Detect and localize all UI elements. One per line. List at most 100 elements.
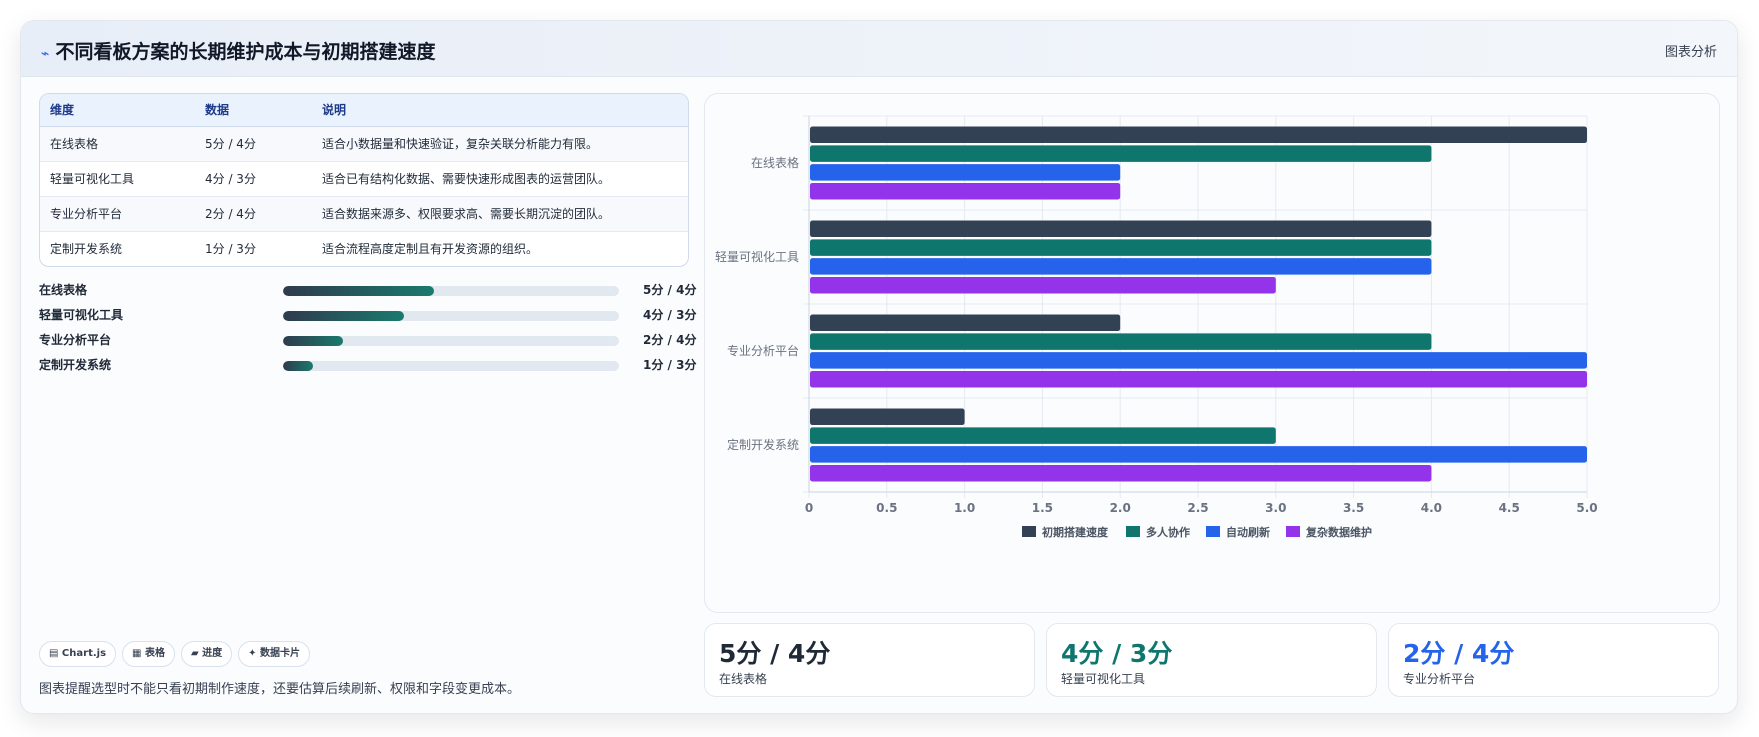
bar	[810, 446, 1587, 463]
progress-label: 定制开发系统	[39, 358, 112, 372]
x-tick-label: 3.0	[1265, 501, 1286, 515]
bar-chart: 0 0.5 1.0 1.5 2.0 2.5 3.0 3.5 4.0 4.5 5.0 在线表格轻量可视化…	[715, 115, 1598, 539]
progress-row: 定制开发系统 1分 / 3分	[39, 353, 696, 378]
legend-swatch	[1286, 526, 1300, 537]
chip-chartjs[interactable]: ▤ Chart.js	[39, 641, 117, 667]
progress-value: 2分 / 4分	[643, 333, 697, 347]
progress-value: 1分 / 3分	[643, 358, 697, 372]
chart-note: 图表提醒选型时不能只看初期制作速度，还要估算后续刷新、权限和字段变更成本。	[39, 682, 521, 697]
table-row: 定制开发系统 1分 / 3分 适合流程高度定制且有开发资源的组织。	[40, 231, 688, 266]
table-cell-data: 5分 / 4分	[195, 126, 312, 162]
table-cell-description: 适合数据来源多、权限要求高、需要长期沉淀的团队。	[312, 196, 688, 232]
progress-track	[283, 286, 619, 296]
bar	[810, 164, 1121, 181]
stat-label: 专业分析平台	[1403, 672, 1476, 686]
x-tick-label: 2.0	[1110, 501, 1131, 515]
x-tick-label: 1.5	[1032, 501, 1053, 515]
y-category-label: 在线表格	[751, 155, 799, 170]
table-header-row: 维度 数据 说明	[40, 94, 688, 127]
chart-icon: ⌁	[41, 46, 50, 62]
stat-value: 5分 / 4分	[719, 639, 831, 668]
bar	[810, 126, 1587, 144]
progress-fill	[283, 336, 344, 346]
bar	[810, 370, 1587, 388]
page-title: ⌁ 不同看板方案的长期维护成本与初期搭建速度	[41, 37, 435, 64]
progress-row: 在线表格 5分 / 4分	[39, 278, 696, 303]
table-row: 轻量可视化工具 4分 / 3分 适合已有结构化数据、需要快速形成图表的运营团队。	[40, 161, 688, 197]
bar	[810, 314, 1121, 332]
progress-fill	[283, 311, 404, 321]
bar	[810, 220, 1432, 238]
legend-label: 初期搭建速度	[1042, 525, 1109, 539]
progress-value: 4分 / 3分	[643, 308, 697, 322]
bar	[810, 352, 1587, 369]
legend-swatch	[1126, 526, 1140, 537]
legend-label: 自动刷新	[1226, 525, 1270, 539]
table-cell-dimension: 定制开发系统	[50, 242, 123, 257]
progress-label: 轻量可视化工具	[39, 308, 124, 322]
stat-value: 4分 / 3分	[1061, 639, 1173, 668]
table-cell-description: 适合小数据量和快速验证，复杂关联分析能力有限。	[312, 126, 688, 162]
stat-card: 5分 / 4分 在线表格	[704, 623, 1035, 697]
chip-table[interactable]: ▦ 表格	[122, 641, 175, 667]
x-tick-label: 0	[805, 501, 813, 515]
progress-track	[283, 311, 619, 321]
bar	[810, 182, 1121, 200]
bar	[810, 239, 1432, 256]
table-header-data: 数据	[195, 94, 312, 127]
legend-swatch	[1022, 526, 1036, 537]
page-title-text: 不同看板方案的长期维护成本与初期搭建速度	[55, 41, 436, 63]
legend-swatch	[1206, 526, 1220, 537]
table-cell-description: 适合已有结构化数据、需要快速形成图表的运营团队。	[312, 161, 688, 197]
table-cell-dimension: 在线表格	[40, 126, 195, 162]
progress-label: 在线表格	[39, 283, 88, 297]
x-tick-label: 5.0	[1576, 501, 1597, 515]
table-cell-description: 适合流程高度定制且有开发资源的组织。	[322, 242, 539, 257]
bar	[810, 427, 1276, 444]
x-tick-label: 3.5	[1343, 501, 1364, 515]
table-cell-data: 1分 / 3分	[205, 242, 256, 257]
bar-chart-panel: 0 0.5 1.0 1.5 2.0 2.5 3.0 3.5 4.0 4.5 5.0 在线表格 轻量可视化…	[704, 93, 1720, 613]
progress-row: 轻量可视化工具 4分 / 3分	[39, 303, 696, 328]
y-category-label: 定制开发系统	[727, 437, 799, 452]
analysis-tag: 图表分析	[1664, 45, 1717, 60]
stat-card: 2分 / 4分 专业分析平台	[1388, 623, 1719, 697]
bar	[810, 464, 1432, 482]
table-header-dimension: 维度	[40, 94, 195, 127]
progress-row: 专业分析平台 2分 / 4分	[39, 328, 696, 353]
bar	[810, 408, 965, 426]
progress-fill	[283, 361, 314, 371]
x-tick-label: 1.0	[954, 501, 975, 515]
table-cell-data: 2分 / 4分	[195, 196, 312, 232]
progress-fill	[283, 286, 435, 296]
progress-label: 专业分析平台	[39, 333, 112, 347]
bar	[810, 333, 1432, 350]
feature-chips: ▤ Chart.js ▦ 表格 ▰ 进度 ✦ 数据卡片	[39, 641, 316, 667]
table-cell-dimension: 轻量可视化工具	[40, 161, 195, 197]
x-tick-label: 0.5	[876, 501, 897, 515]
x-tick-label: 4.5	[1499, 501, 1520, 515]
data-table: 维度 数据 说明 在线表格 5分 / 4分 适合小数据量和快速验证，复杂关联分析…	[39, 93, 689, 267]
bar	[810, 145, 1432, 162]
table-row: 在线表格 5分 / 4分 适合小数据量和快速验证，复杂关联分析能力有限。	[40, 126, 688, 162]
chip-progress[interactable]: ▰ 进度	[180, 641, 233, 667]
dashboard-card: ⌁ 不同看板方案的长期维护成本与初期搭建速度 图表分析 维度 数据 说明 在线表格…	[20, 20, 1738, 714]
stat-label: 在线表格	[719, 672, 768, 686]
x-tick-label: 2.5	[1187, 501, 1208, 515]
card-header: ⌁ 不同看板方案的长期维护成本与初期搭建速度 图表分析	[21, 21, 1737, 77]
table-cell-dimension: 专业分析平台	[40, 196, 195, 232]
stat-value: 2分 / 4分	[1403, 639, 1515, 668]
x-tick-label: 4.0	[1421, 501, 1442, 515]
table-row: 专业分析平台 2分 / 4分 适合数据来源多、权限要求高、需要长期沉淀的团队。	[40, 196, 688, 232]
table-cell-data: 4分 / 3分	[195, 161, 312, 197]
chip-data-card[interactable]: ✦ 数据卡片	[238, 641, 311, 667]
y-category-label: 专业分析平台	[727, 343, 799, 358]
bar	[810, 258, 1432, 275]
progress-track	[283, 336, 619, 346]
table-header-description: 说明	[312, 94, 688, 127]
legend-label: 多人协作	[1146, 525, 1190, 539]
progress-track	[283, 361, 619, 371]
stat-label: 轻量可视化工具	[1061, 672, 1146, 686]
progress-value: 5分 / 4分	[643, 283, 697, 297]
legend-label: 复杂数据维护	[1305, 525, 1372, 539]
